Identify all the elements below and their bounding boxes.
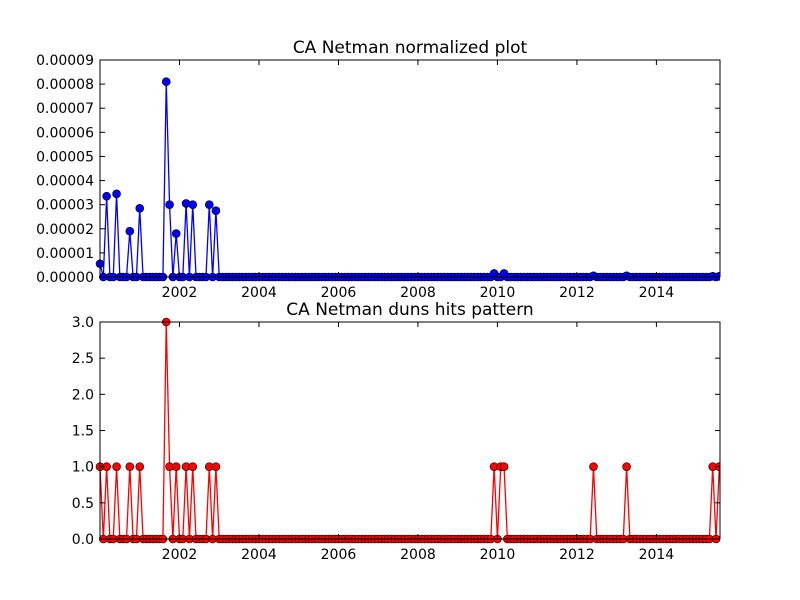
y-axis-ticks: 0.00000 0.00001 0.00002 0.00003 0.00004 0.000… [36,53,720,286]
y-tick-label: 0.00000 [36,270,94,286]
subplot-title: CA Netman duns hits pattern [286,300,533,320]
x-tick-label: 2010 [480,285,516,301]
x-tick-label: 2010 [480,547,516,563]
x-tick-label: 2008 [400,285,436,301]
subplot-normalized: CA Netman normalized plot 2002 2004 2006 20… [36,38,721,301]
x-tick-label: 2002 [162,547,198,563]
y-tick-label: 0.0 [72,532,94,548]
data-point [715,271,720,281]
data-point [622,462,631,471]
y-tick-label: 0.00003 [36,198,94,214]
data-point [112,462,121,471]
data-point [211,462,221,471]
subplot-title: CA Netman normalized plot [293,38,528,58]
data-point [135,462,145,471]
x-tick-label: 2002 [162,285,198,301]
x-tick-label: 2012 [559,285,595,301]
data-point [112,189,121,199]
x-axis-ticks: 2002 2004 2006 2008 2010 2012 2014 [162,322,675,563]
x-tick-label: 2008 [400,547,436,563]
data-point [188,200,198,209]
data-point [165,200,174,209]
y-tick-label: 2.5 [72,351,94,367]
y-tick-label: 0.00005 [36,149,94,165]
y-tick-label: 0.00002 [36,222,94,238]
data-point [211,206,221,215]
data-point [161,77,171,86]
subplot-duns-hits: CA Netman duns hits pattern 2002 2004 2006… [72,300,721,563]
y-tick-label: 1.5 [72,424,94,440]
y-tick-label: 1.0 [72,460,94,476]
data-point [204,200,214,209]
x-axis-ticks: 2002 2004 2006 2008 2010 2012 2014 [162,60,675,301]
y-tick-label: 0.00001 [36,246,94,262]
data-point [589,462,598,471]
plot-frame [99,59,721,278]
data-point [188,462,198,471]
y-tick-label: 3.0 [72,315,94,331]
x-tick-label: 2004 [241,285,277,301]
y-tick-label: 0.00008 [36,77,94,93]
data-point [135,203,145,213]
y-tick-label: 2.0 [72,387,94,403]
y-tick-label: 0.00007 [36,101,94,117]
x-tick-label: 2006 [321,547,357,563]
y-tick-label: 0.5 [72,496,94,512]
data-point [171,229,181,238]
data-point [125,226,135,236]
x-tick-label: 2014 [639,547,675,563]
x-tick-label: 2012 [559,547,595,563]
data-point [499,462,509,471]
y-tick-label: 0.00009 [36,53,94,69]
x-tick-label: 2014 [639,285,675,301]
y-axis-ticks: 0.0 0.5 1.0 1.5 2.0 2.5 3.0 [72,315,720,548]
data-point [125,462,135,471]
data-point [171,462,181,471]
y-tick-label: 0.00006 [36,125,94,141]
y-tick-label: 0.00004 [36,174,94,190]
x-tick-label: 2006 [321,285,357,301]
x-tick-label: 2004 [241,547,277,563]
data-point [102,191,111,201]
